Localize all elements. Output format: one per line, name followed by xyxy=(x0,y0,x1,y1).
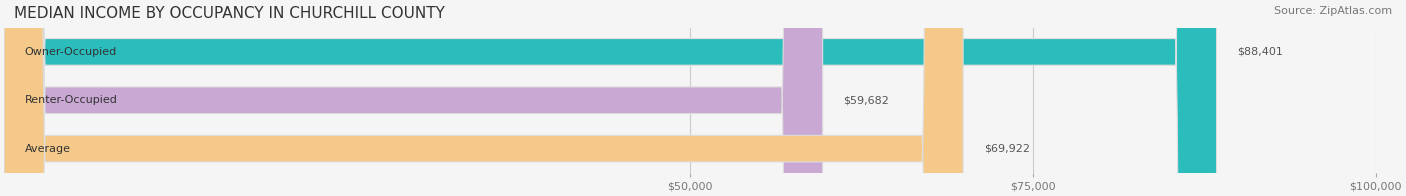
FancyBboxPatch shape xyxy=(4,0,1216,196)
Text: Average: Average xyxy=(25,144,70,154)
Text: $88,401: $88,401 xyxy=(1237,47,1282,57)
Text: $69,922: $69,922 xyxy=(984,144,1029,154)
Text: Renter-Occupied: Renter-Occupied xyxy=(25,95,118,105)
FancyBboxPatch shape xyxy=(4,0,963,196)
Text: Source: ZipAtlas.com: Source: ZipAtlas.com xyxy=(1274,6,1392,16)
Text: MEDIAN INCOME BY OCCUPANCY IN CHURCHILL COUNTY: MEDIAN INCOME BY OCCUPANCY IN CHURCHILL … xyxy=(14,6,444,21)
FancyBboxPatch shape xyxy=(4,0,823,196)
Text: Owner-Occupied: Owner-Occupied xyxy=(25,47,117,57)
Text: $59,682: $59,682 xyxy=(844,95,889,105)
